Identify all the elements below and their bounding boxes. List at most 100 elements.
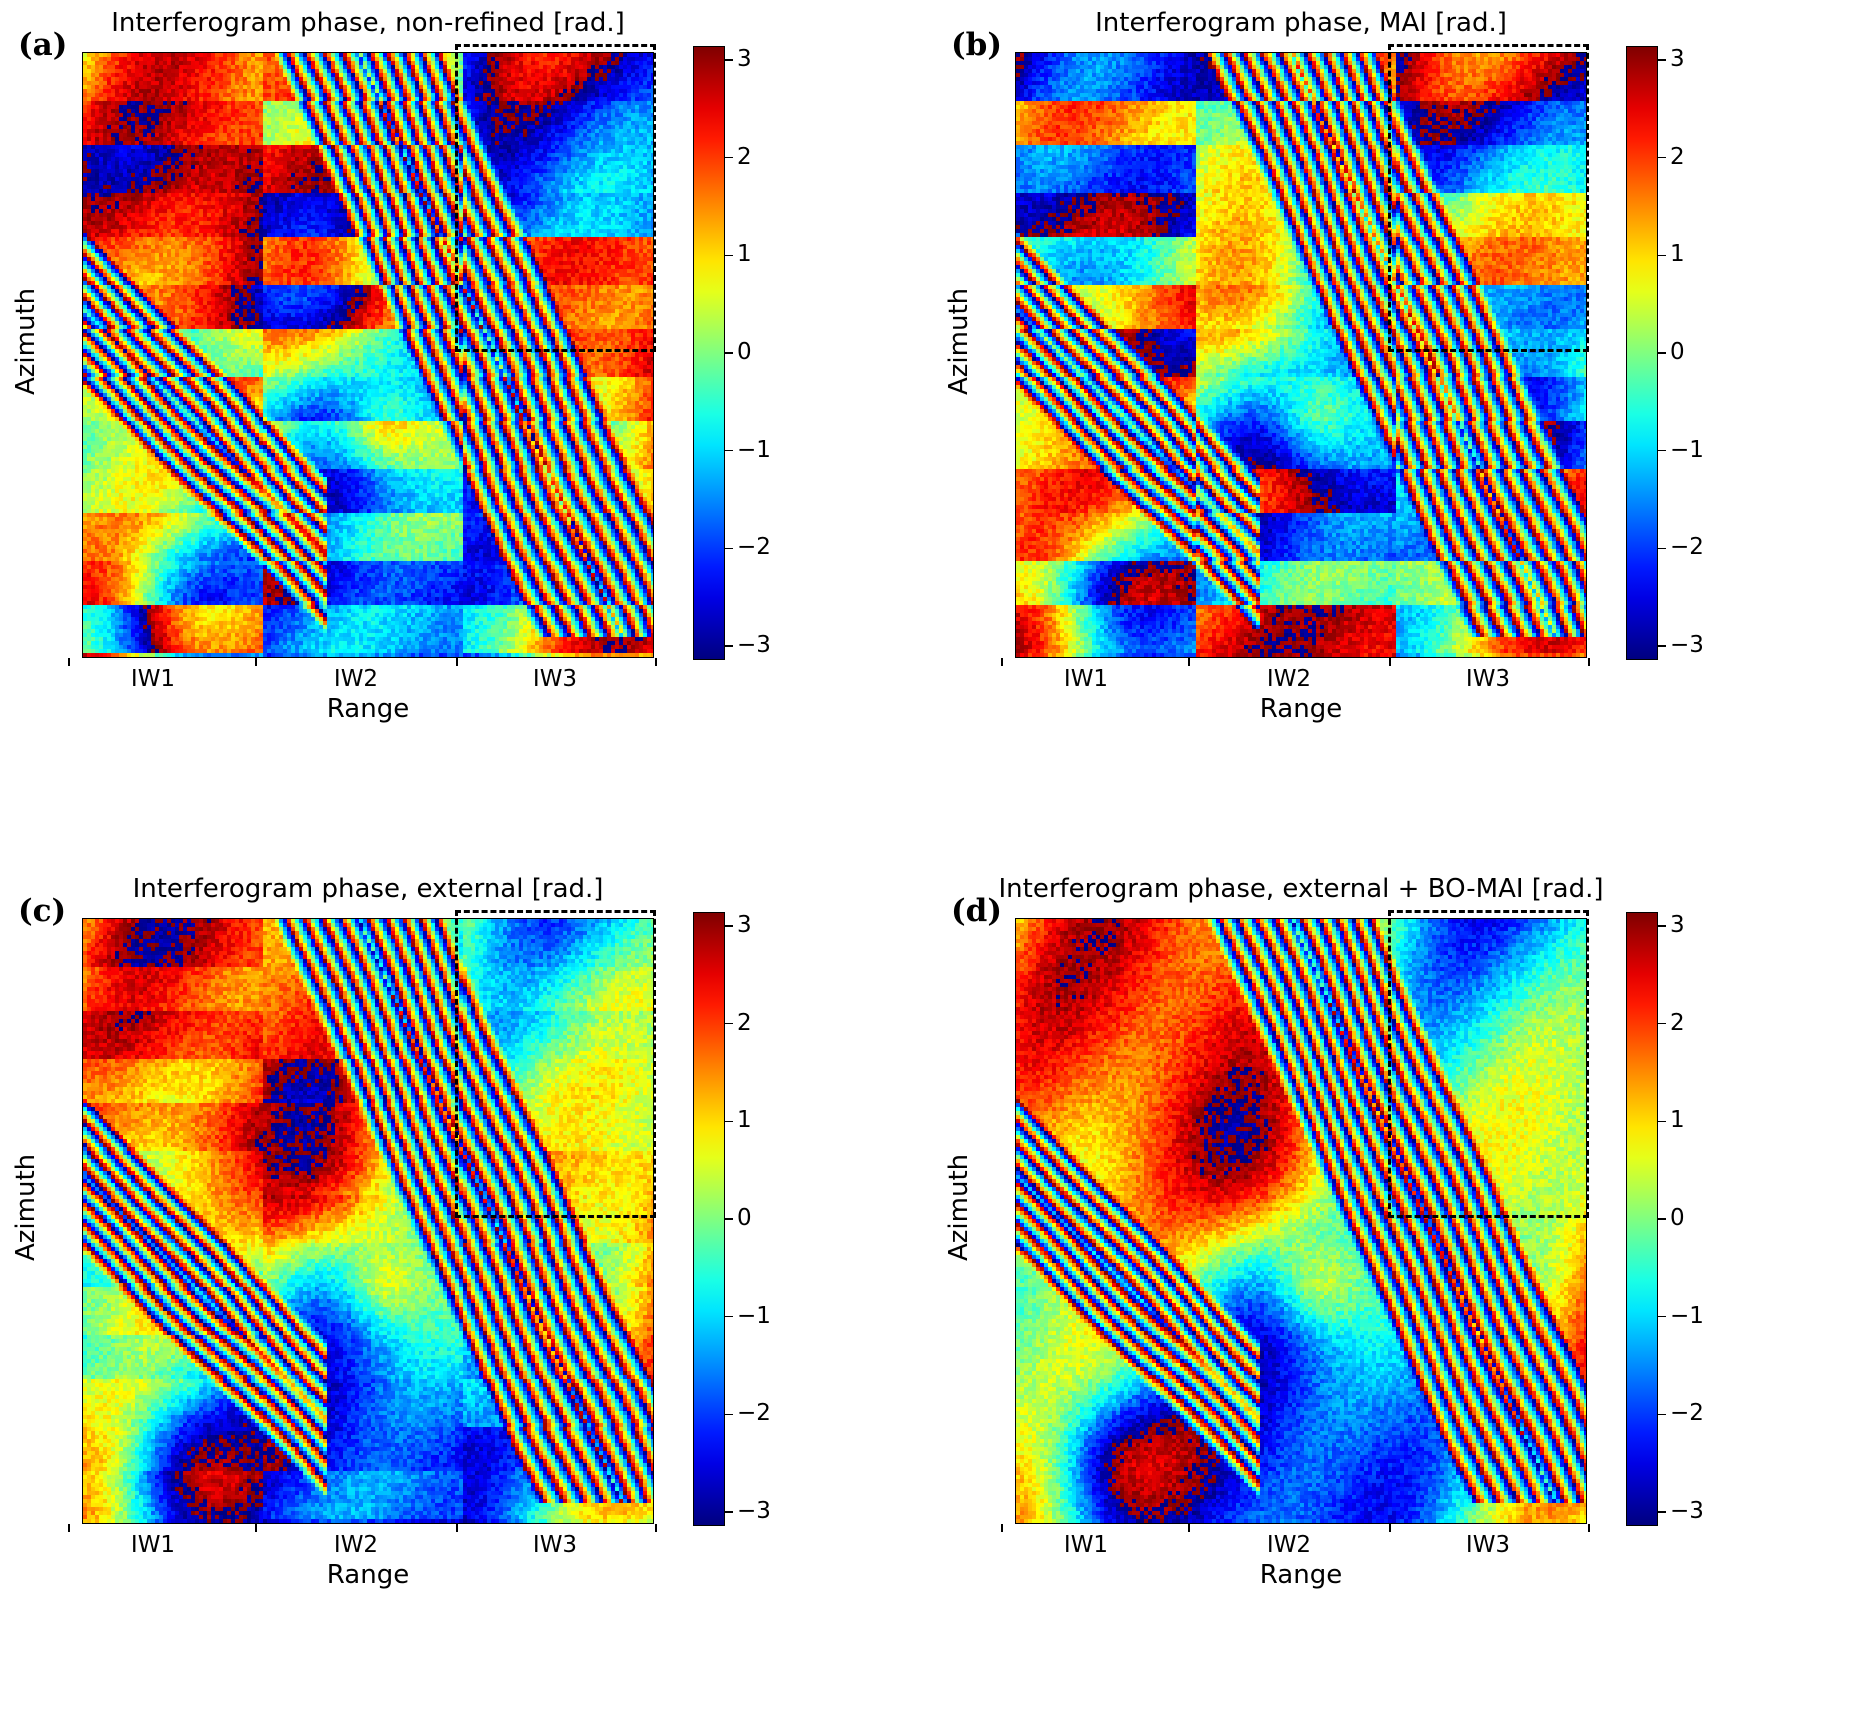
phase-pixel xyxy=(391,109,395,113)
phase-pixel xyxy=(259,53,263,57)
phase-pixel xyxy=(259,57,263,61)
phase-pixel xyxy=(419,125,423,129)
phase-pixel xyxy=(191,57,195,61)
phase-pixel xyxy=(291,89,295,93)
phase-pixel xyxy=(295,181,299,185)
phase-pixel xyxy=(343,77,347,81)
phase-pixel xyxy=(407,157,411,161)
phase-pixel xyxy=(323,181,327,185)
phase-pixel xyxy=(167,189,171,193)
phase-pixel xyxy=(343,177,347,181)
phase-pixel xyxy=(339,93,343,97)
phase-pixel xyxy=(319,157,323,161)
phase-pixel xyxy=(231,69,235,73)
phase-pixel xyxy=(435,185,439,189)
phase-pixel xyxy=(423,161,427,165)
phase-pixel xyxy=(379,129,383,133)
phase-pixel xyxy=(191,109,195,113)
phase-pixel xyxy=(83,157,87,161)
phase-pixel xyxy=(147,89,151,93)
phase-pixel xyxy=(171,101,175,105)
phase-pixel xyxy=(267,145,271,149)
phase-pixel xyxy=(179,141,183,145)
phase-pixel xyxy=(111,65,115,69)
phase-pixel xyxy=(215,81,219,85)
phase-pixel xyxy=(135,105,139,109)
phase-pixel xyxy=(423,173,427,177)
phase-pixel xyxy=(235,61,239,65)
phase-pixel xyxy=(183,185,187,189)
phase-pixel xyxy=(371,125,375,129)
phase-pixel xyxy=(423,113,427,117)
phase-pixel xyxy=(231,145,235,149)
phase-pixel xyxy=(299,165,303,169)
phase-pixel xyxy=(243,105,247,109)
phase-pixel xyxy=(167,69,171,73)
phase-pixel xyxy=(359,113,363,117)
phase-pixel xyxy=(107,117,111,121)
phase-pixel xyxy=(231,125,235,129)
phase-pixel xyxy=(91,69,95,73)
phase-pixel xyxy=(435,93,439,97)
phase-pixel xyxy=(443,89,447,93)
phase-pixel xyxy=(395,69,399,73)
phase-pixel xyxy=(415,165,419,169)
phase-pixel xyxy=(87,121,91,125)
phase-pixel xyxy=(387,129,391,133)
phase-pixel xyxy=(239,53,243,57)
phase-pixel xyxy=(151,53,155,57)
phase-pixel xyxy=(95,109,99,113)
phase-pixel xyxy=(287,61,291,65)
phase-pixel xyxy=(367,85,371,89)
phase-pixel xyxy=(327,57,331,61)
phase-pixel xyxy=(255,105,259,109)
phase-pixel xyxy=(447,121,451,125)
phase-pixel xyxy=(263,93,267,97)
phase-pixel xyxy=(163,137,167,141)
phase-pixel xyxy=(255,69,259,73)
phase-pixel xyxy=(127,129,131,133)
phase-pixel xyxy=(435,77,439,81)
phase-pixel xyxy=(147,77,151,81)
phase-pixel xyxy=(195,149,199,153)
phase-pixel xyxy=(91,57,95,61)
phase-pixel xyxy=(99,173,103,177)
phase-pixel xyxy=(447,53,451,57)
phase-pixel xyxy=(235,113,239,117)
phase-pixel xyxy=(335,69,339,73)
phase-pixel xyxy=(139,189,143,193)
phase-pixel xyxy=(339,189,343,193)
phase-pixel xyxy=(427,89,431,93)
phase-pixel xyxy=(211,173,215,177)
phase-pixel xyxy=(415,57,419,61)
phase-pixel xyxy=(279,101,283,105)
phase-pixel xyxy=(351,157,355,161)
phase-pixel xyxy=(351,169,355,173)
phase-pixel xyxy=(91,161,95,165)
phase-pixel xyxy=(331,173,335,177)
phase-pixel xyxy=(135,121,139,125)
phase-pixel xyxy=(407,161,411,165)
phase-pixel xyxy=(291,157,295,161)
phase-pixel xyxy=(319,169,323,173)
phase-pixel xyxy=(231,169,235,173)
phase-pixel xyxy=(303,101,307,105)
phase-pixel xyxy=(387,157,391,161)
phase-pixel xyxy=(123,137,127,141)
phase-pixel xyxy=(371,189,375,193)
phase-pixel xyxy=(355,141,359,145)
phase-pixel xyxy=(211,133,215,137)
phase-pixel xyxy=(411,117,415,121)
phase-pixel xyxy=(347,157,351,161)
phase-pixel xyxy=(123,61,127,65)
phase-pixel xyxy=(231,137,235,141)
phase-pixel xyxy=(147,97,151,101)
phase-pixel xyxy=(239,97,243,101)
phase-pixel xyxy=(267,141,271,145)
phase-pixel xyxy=(175,77,179,81)
phase-pixel xyxy=(379,101,383,105)
phase-pixel xyxy=(327,77,331,81)
phase-pixel xyxy=(275,157,279,161)
phase-pixel xyxy=(227,141,231,145)
phase-pixel xyxy=(91,73,95,77)
